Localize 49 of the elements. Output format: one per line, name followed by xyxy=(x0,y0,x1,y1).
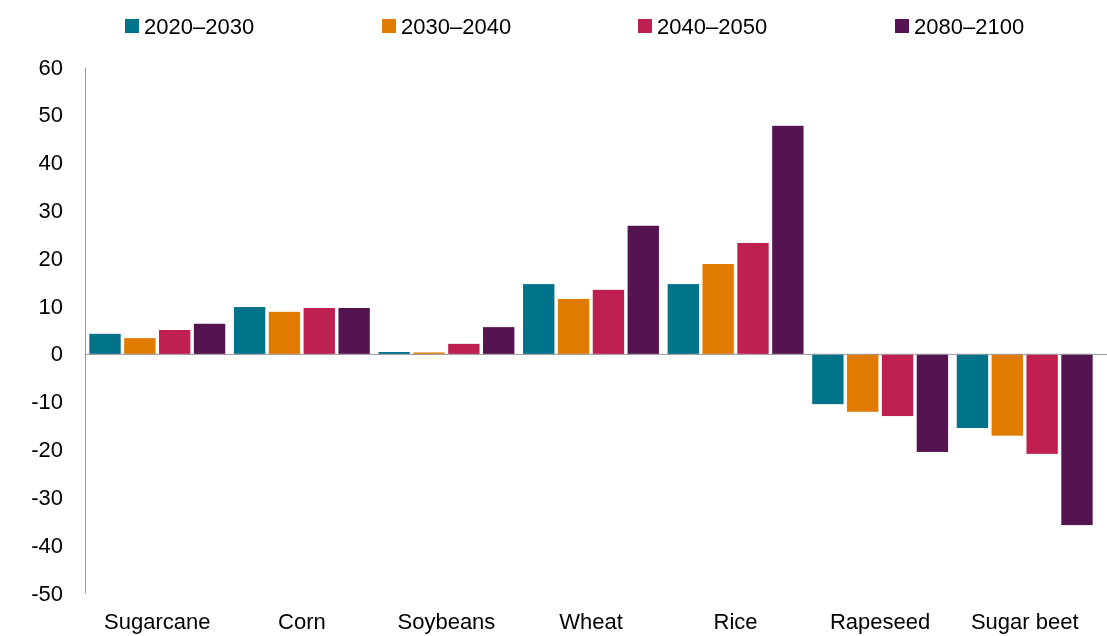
legend-label: 2040–2050 xyxy=(657,14,768,39)
y-tick-label: -10 xyxy=(31,389,63,415)
legend-label: 2080–2100 xyxy=(914,14,1025,39)
x-tick-label: Rice xyxy=(713,608,758,634)
bar xyxy=(772,125,804,354)
bar xyxy=(124,338,156,354)
y-tick-label: -30 xyxy=(31,484,63,510)
bar xyxy=(991,353,1023,436)
bar xyxy=(737,242,769,354)
bar xyxy=(233,307,266,354)
y-tick-label: 40 xyxy=(38,150,63,176)
bar xyxy=(627,225,659,354)
bar xyxy=(338,308,370,354)
bar xyxy=(303,308,335,354)
bar xyxy=(448,343,480,354)
bar xyxy=(956,353,989,429)
bar xyxy=(667,284,699,354)
bar xyxy=(523,284,555,354)
y-tick-label: 0 xyxy=(50,341,63,367)
x-tick-label: Soybeans xyxy=(397,608,496,634)
bar xyxy=(193,323,226,354)
y-tick-label: -20 xyxy=(31,437,63,463)
bar xyxy=(159,330,191,354)
y-tick-label: 30 xyxy=(38,197,63,223)
y-tick-label: 60 xyxy=(38,54,63,80)
legend-label: 2020–2030 xyxy=(144,14,255,39)
x-tick-label: Wheat xyxy=(559,608,623,634)
bar xyxy=(881,353,914,417)
y-tick-label: 10 xyxy=(38,293,63,319)
bar xyxy=(847,353,879,412)
bar xyxy=(483,327,515,354)
bar xyxy=(702,264,734,354)
bar xyxy=(812,353,844,405)
bar xyxy=(1061,353,1093,526)
legend-label: 2030–2040 xyxy=(401,14,512,39)
y-tick-label: 50 xyxy=(38,102,63,128)
x-tick-label: Rapeseed xyxy=(829,608,931,634)
bar xyxy=(1026,353,1058,454)
bar xyxy=(268,311,301,354)
bar xyxy=(89,333,121,354)
bar xyxy=(592,289,625,354)
x-tick-label: Sugarcane xyxy=(104,608,211,634)
x-tick-label: Sugar beet xyxy=(970,608,1079,634)
y-tick-label: 20 xyxy=(38,245,63,271)
y-tick-label: -50 xyxy=(31,580,63,606)
bar xyxy=(557,298,590,354)
y-tick-label: -40 xyxy=(31,532,63,558)
bar xyxy=(916,353,949,452)
x-tick-label: Corn xyxy=(278,608,326,634)
